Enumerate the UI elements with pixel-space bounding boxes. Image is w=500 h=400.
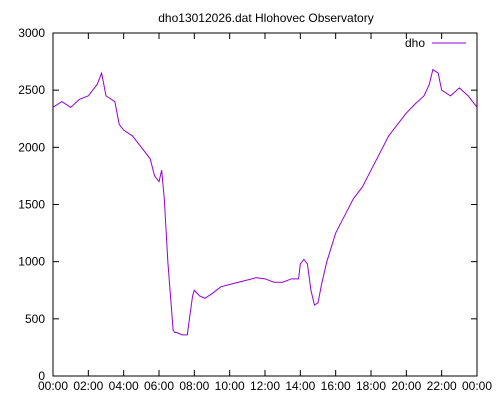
x-tick-label: 20:00 <box>391 379 421 393</box>
series-line-dho <box>52 68 478 336</box>
y-tick-label: 2000 <box>18 140 45 154</box>
series-layer <box>52 68 478 336</box>
y-tick-label: 500 <box>25 312 45 326</box>
y-axis: 0 500 1000 1500 2000 2500 3000 <box>18 26 477 383</box>
chart-title: dho13012026.dat Hlohovec Observatory <box>158 11 373 25</box>
x-axis: 00:00 02:00 04:00 06:00 08:00 10:00 12:00 14:00… <box>38 33 492 393</box>
x-tick-label: 10:00 <box>215 379 245 393</box>
x-tick-label: 18:00 <box>356 379 386 393</box>
x-tick-label: 04:00 <box>109 379 139 393</box>
x-tick-label: 00:00 <box>38 379 68 393</box>
y-tick-label: 1500 <box>18 198 45 212</box>
x-tick-label: 00:00 <box>462 379 492 393</box>
x-tick-label: 06:00 <box>144 379 174 393</box>
x-tick-label: 12:00 <box>250 379 280 393</box>
plot-frame <box>52 32 478 377</box>
legend: dho <box>405 36 466 50</box>
y-tick-label: 1000 <box>18 255 45 269</box>
x-tick-label: 02:00 <box>73 379 103 393</box>
legend-label-dho: dho <box>405 36 425 50</box>
y-tick-label: 0 <box>38 369 45 383</box>
y-tick-label: 2500 <box>18 83 45 97</box>
y-tick-label: 3000 <box>18 26 45 40</box>
x-tick-label: 16:00 <box>321 379 351 393</box>
x-tick-label: 14:00 <box>285 379 315 393</box>
x-tick-label: 22:00 <box>427 379 457 393</box>
x-tick-label: 08:00 <box>179 379 209 393</box>
